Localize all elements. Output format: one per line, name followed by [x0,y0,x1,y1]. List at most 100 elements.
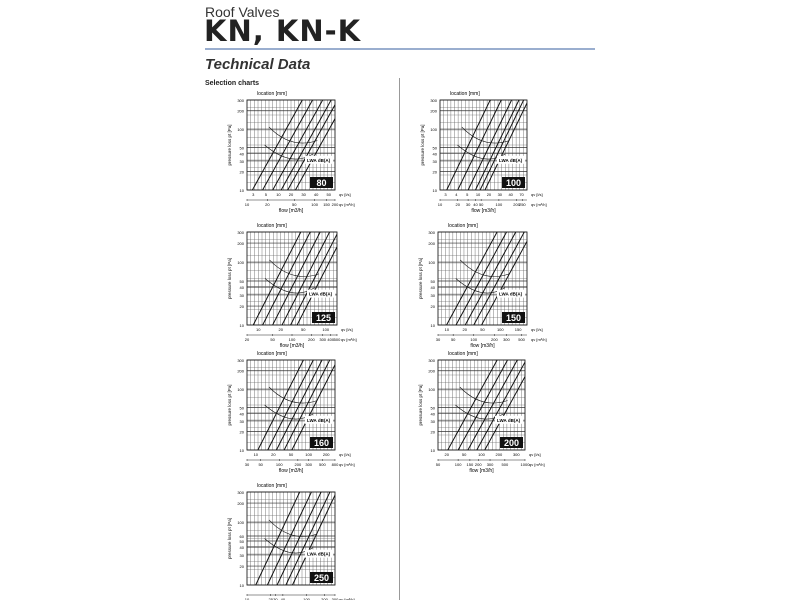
y-axis-label: pressure loss pt [Pa] [227,124,232,165]
y-tick-label: 200 [428,241,435,246]
y-tick-label: 30 [431,293,436,298]
x-tick-label: 300 [305,462,312,467]
characteristic-line [455,232,507,325]
y-tick-label: 40 [240,545,245,550]
x-tick-label: 500 [502,462,509,467]
x-tick-label: 150 [323,202,330,207]
sound-label-bg [307,289,335,298]
x-tick-label-ls: 200 [323,452,330,457]
y-tick-label: 10 [240,583,245,588]
x-tick-label-ls: 50 [326,192,331,197]
x-tick-label: 50 [258,462,263,467]
x-tick-label: 50 [292,202,297,207]
characteristic-line [479,100,525,190]
x-tick-label-ls: 200 [496,452,503,457]
y-tick-label: 40 [240,151,245,156]
size-label: 150 [506,313,521,323]
y-tick-label: 200 [237,501,244,506]
size-label: 200 [504,438,519,448]
unit-ls-label: qv [l/s] [341,327,353,332]
x-tick-label-ls: 100 [497,327,504,332]
characteristic-line [464,232,517,325]
characteristic-line [296,245,337,325]
x-tick-label-ls: 10 [276,192,281,197]
x-tick-label-ls: 100 [305,452,312,457]
column-divider [399,78,400,600]
characteristic-line [262,100,313,190]
x-tick-label: 50 [270,337,275,342]
y-tick-label: 100 [428,260,435,265]
unit-m3h-label: qv [m³/h] [531,337,547,342]
unit-m3h-label: qv [m³/h] [529,462,545,467]
characteristic-line [447,360,498,450]
y-tick-label: 20 [240,430,245,435]
sound-label-bg [305,155,333,164]
location-label: location [mm] [448,351,478,357]
y-axis-label: pressure loss pt [Pa] [227,258,232,299]
characteristic-line [476,361,525,450]
characteristic-line [291,363,335,450]
y-tick-label: 50 [431,405,436,410]
x-tick-label-ls: 20 [271,452,276,457]
y-tick-label: 100 [237,387,244,392]
y-tick-label: 20 [431,430,436,435]
x-tick-label-ls: 40 [314,192,319,197]
characteristic-line [255,492,301,585]
location-label: location [mm] [257,351,287,357]
x-tick-label: 10 [245,597,250,600]
sound-label: LWA dB(A) [309,292,333,297]
y-axis-label: pressure loss pt [Pa] [418,384,423,425]
sound-label: LWA dB(A) [307,158,331,163]
x-tick-label: 100 [276,462,283,467]
plot-frame [246,231,338,326]
x-tick-label: 50 [436,462,441,467]
y-tick-label: 20 [240,564,245,569]
x-tick-label-ls: 40 [508,192,513,197]
x-tick-label: 30 [245,462,250,467]
characteristic-line [446,232,498,325]
y-tick-label: 300 [428,358,435,363]
x-tick-label-ls: 50 [301,327,306,332]
x-tick-label-ls: 100 [322,327,329,332]
x-tick-label: 100 [303,597,310,600]
sound-label: LWA dB(A) [497,418,521,423]
y-tick-label: 40 [240,411,245,416]
x-tick-label-ls: 30 [301,192,306,197]
y-axis-label: pressure loss pt [Pa] [227,518,232,559]
x-tick-label-ls: 50 [462,452,467,457]
y-axis-label: pressure loss pt [Pa] [418,258,423,299]
x-tick-label: 20 [265,202,270,207]
x-tick-label-ls: 50 [480,327,485,332]
x-tick-label: 200 [491,337,498,342]
y-tick-label: 30 [240,159,245,164]
characteristic-line [267,360,314,450]
header-rule [205,48,595,50]
x-tick-label-ls: 50 [289,452,294,457]
y-tick-label: 40 [240,285,245,290]
x-tick-label: 20 [456,202,461,207]
y-tick-label: 200 [430,109,437,114]
y-tick-label: 300 [428,230,435,235]
size-badge [500,437,523,448]
size-badge [502,177,525,188]
x-tick-label-ls: 5 [265,192,268,197]
unit-m3h-label: qv [m³/h] [339,202,355,207]
x-tick-label-ls: 20 [444,452,449,457]
x-tick-label-ls: 70 [519,192,524,197]
y-tick-label: 300 [237,230,244,235]
page-title: KN, KN-K [204,14,362,48]
location-label: location [mm] [450,91,480,97]
sound-label-bg [497,155,525,164]
y-tick-label: 10 [240,448,245,453]
y-axis-label: pressure loss pt [Pa] [420,124,425,165]
size-badge [312,312,335,323]
y-tick-label: 20 [240,170,245,175]
y-tick-label: 100 [237,260,244,265]
y-tick-label: 50 [240,405,245,410]
x-tick-label: 150 [467,462,474,467]
x-tick-label: 30 [436,337,441,342]
x-tick-label: 100 [311,202,318,207]
